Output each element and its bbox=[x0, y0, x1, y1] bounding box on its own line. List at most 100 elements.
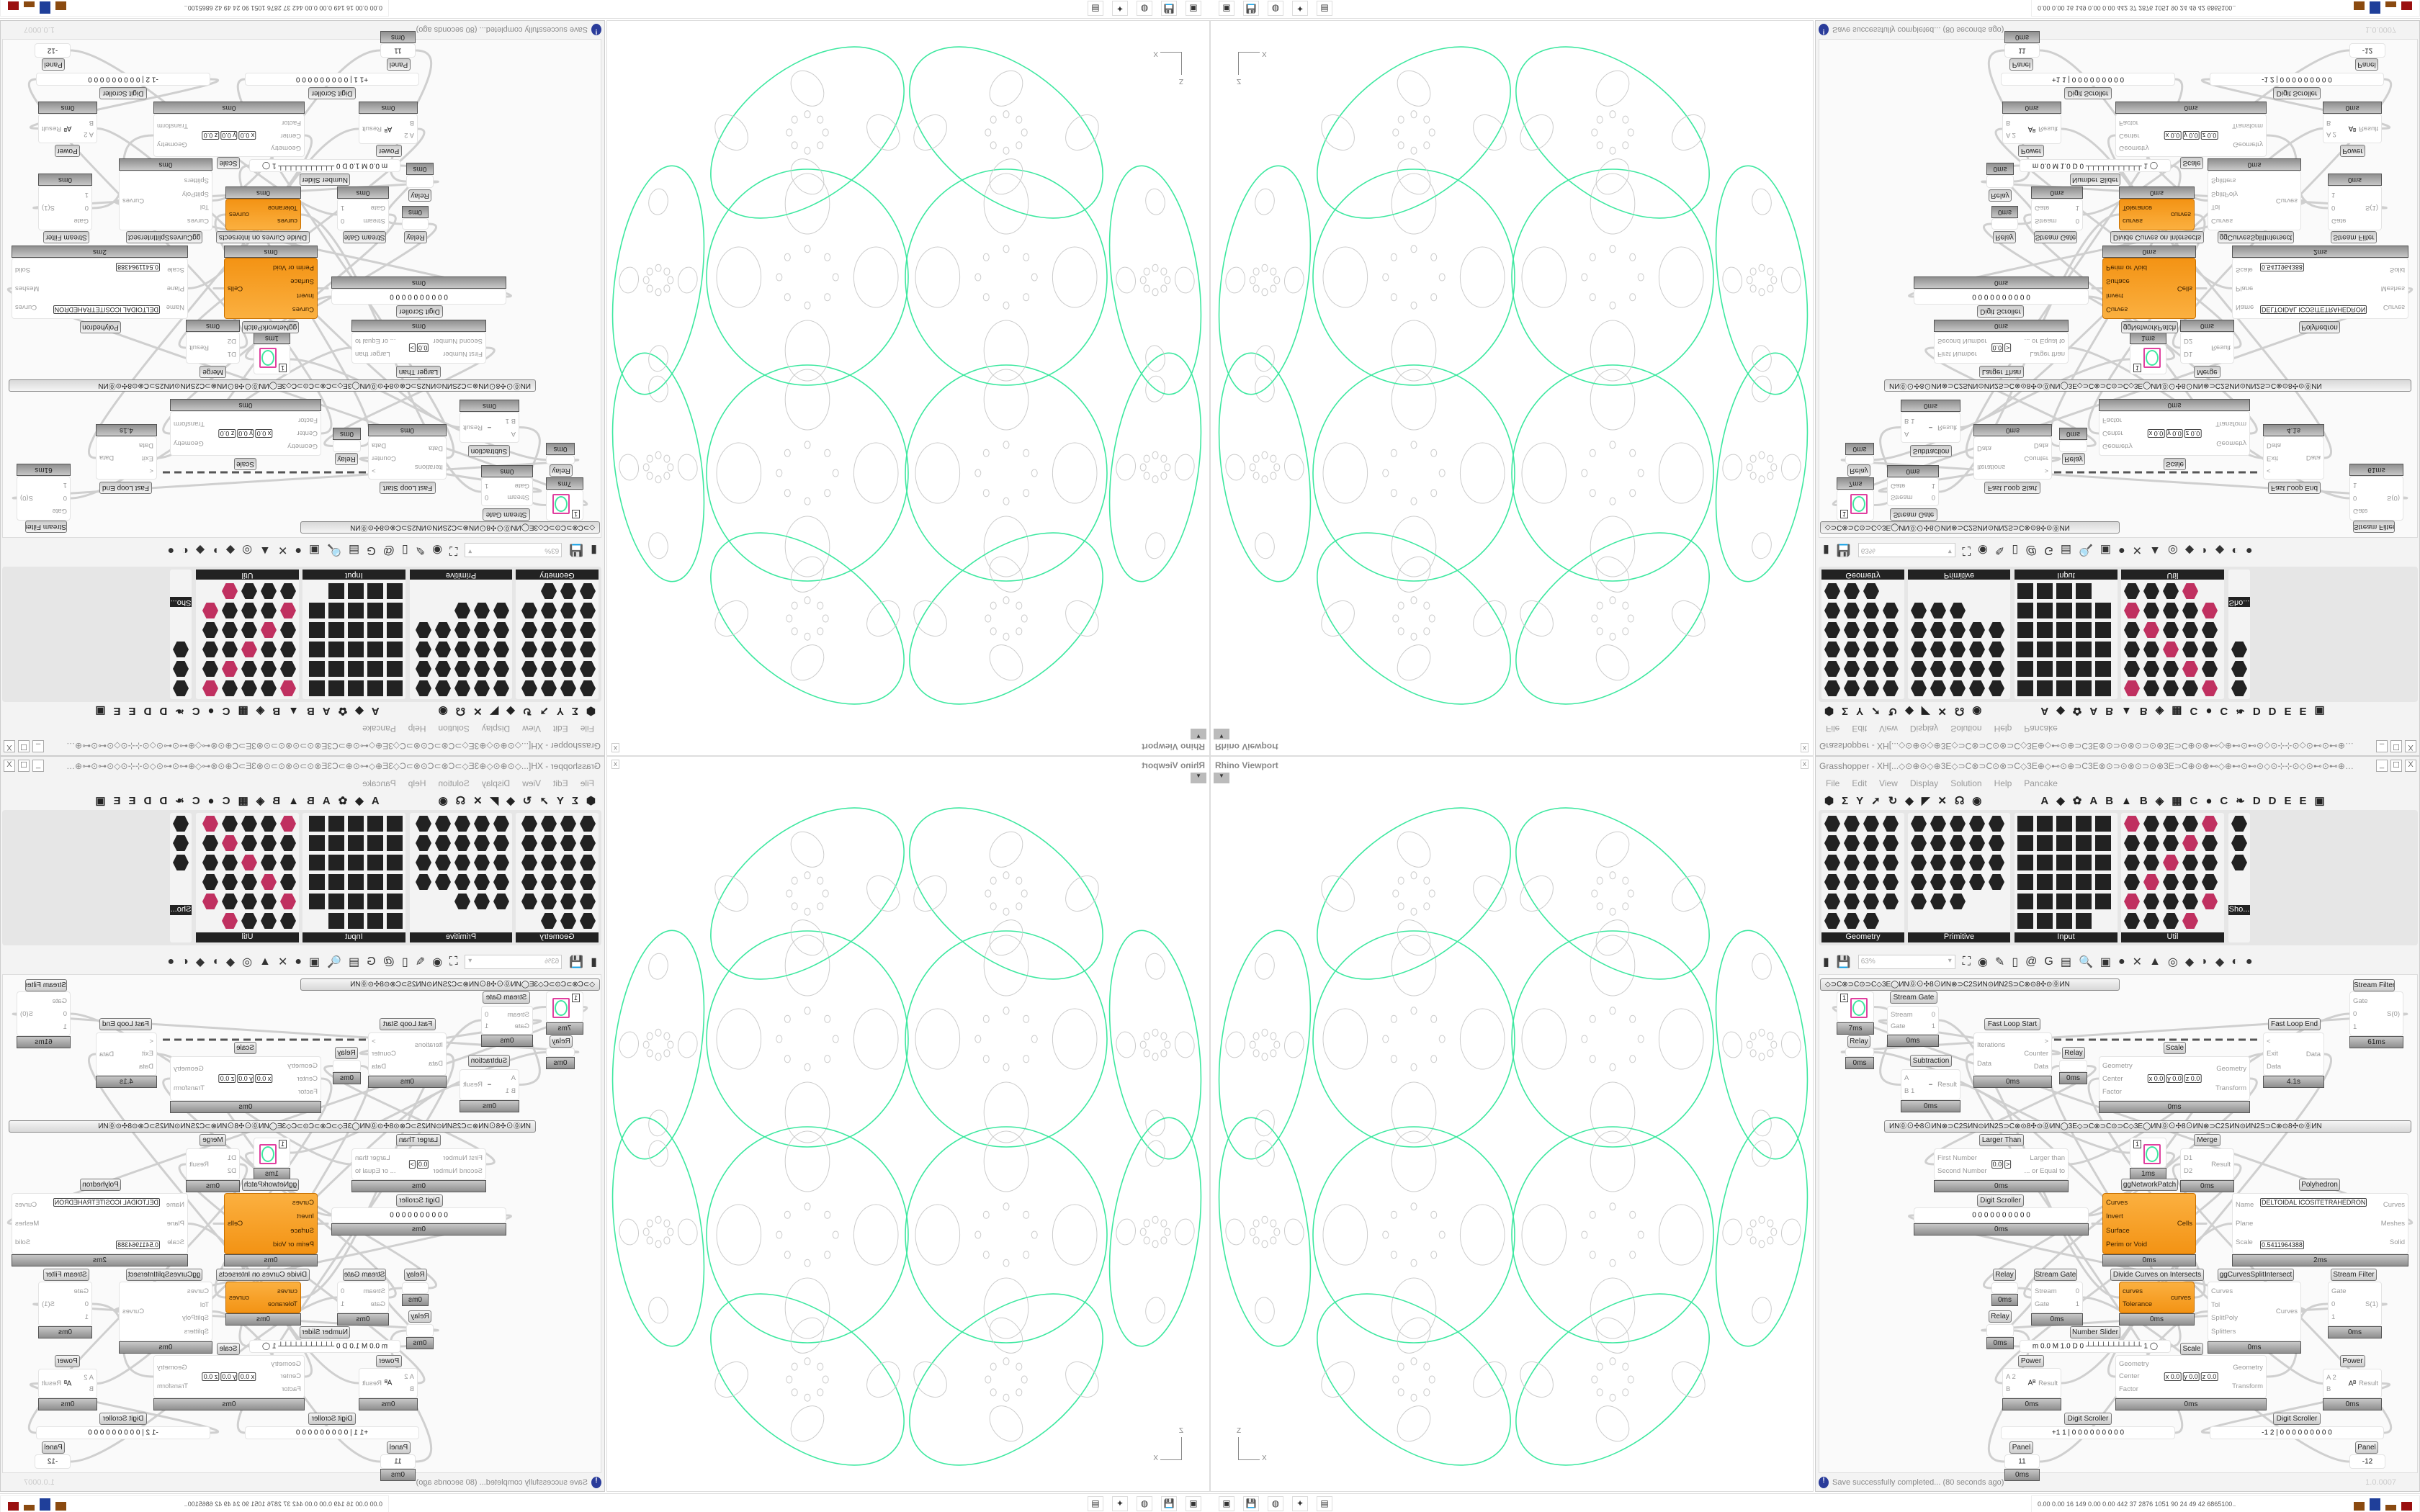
chain-icon[interactable]: @ bbox=[2025, 544, 2038, 557]
larger-than-component[interactable]: First Number Second Number Larger than... … bbox=[1934, 1148, 2069, 1180]
wire[interactable] bbox=[29, 78, 220, 130]
input-param[interactable]: Stream bbox=[507, 1010, 529, 1019]
param-field[interactable]: 0.5411964388 bbox=[116, 1241, 160, 1249]
component-icon[interactable] bbox=[454, 855, 470, 870]
stream-filter-label[interactable]: Stream Filter bbox=[43, 1269, 89, 1281]
category-tab-icon[interactable]: ▲ bbox=[2121, 794, 2132, 807]
param-field[interactable]: y 0.0 bbox=[237, 1074, 254, 1083]
component-icon[interactable] bbox=[1989, 642, 2004, 657]
stream-filter-component[interactable]: Gate 0 1 S(1) bbox=[2328, 186, 2382, 230]
sphere-half-icon[interactable]: ◐ bbox=[182, 544, 189, 557]
param-field[interactable]: y 0.0 bbox=[2166, 429, 2183, 438]
component-icon[interactable] bbox=[560, 661, 576, 677]
input-param[interactable]: B bbox=[2326, 1385, 2331, 1394]
component-icon[interactable] bbox=[387, 661, 403, 677]
power-label[interactable]: Power bbox=[2340, 1355, 2365, 1367]
component-icon[interactable] bbox=[541, 583, 557, 599]
param-field[interactable]: x 0.0 bbox=[2164, 131, 2182, 140]
power-component[interactable]: A 2 B Result Aᴮ bbox=[2323, 114, 2382, 143]
close-button[interactable]: X bbox=[4, 760, 15, 772]
input-param[interactable]: Geometry bbox=[271, 143, 301, 152]
component-icon[interactable] bbox=[2143, 874, 2159, 890]
component-icon[interactable] bbox=[474, 661, 490, 677]
component-icon[interactable] bbox=[1863, 680, 1879, 696]
component-icon[interactable] bbox=[2143, 894, 2159, 909]
component-icon[interactable] bbox=[348, 583, 364, 599]
wire[interactable] bbox=[1878, 1019, 2061, 1056]
component-icon[interactable] bbox=[2095, 661, 2111, 677]
input-param[interactable]: B 1 bbox=[505, 1086, 516, 1095]
output-param[interactable]: Transform bbox=[174, 1084, 205, 1092]
panel-title[interactable]: Geometry bbox=[1821, 570, 1904, 580]
output-param[interactable]: Larger than bbox=[2030, 1153, 2065, 1162]
input-param[interactable]: Invert bbox=[297, 1212, 314, 1221]
input-param[interactable]: Center bbox=[297, 429, 318, 438]
component-icon[interactable] bbox=[309, 816, 325, 832]
tab-icon[interactable]: ⬢ bbox=[586, 795, 596, 807]
component-icon[interactable] bbox=[1950, 874, 1966, 890]
component-icon[interactable] bbox=[1930, 835, 1946, 851]
component-icon[interactable] bbox=[241, 835, 257, 851]
input-param[interactable]: 1 bbox=[63, 1022, 67, 1031]
taskbar-app-icon[interactable]: ▤ bbox=[1317, 1, 1332, 16]
swatch-component[interactable]: 1 bbox=[2130, 344, 2166, 374]
component-icon[interactable] bbox=[387, 583, 403, 599]
component-icon[interactable] bbox=[1930, 816, 1946, 832]
component-icon[interactable] bbox=[1844, 642, 1860, 657]
component-icon[interactable] bbox=[416, 680, 431, 696]
gha-icon[interactable]: G bbox=[2044, 955, 2053, 968]
output-param[interactable]: Cells bbox=[228, 1220, 243, 1228]
component-icon[interactable] bbox=[241, 680, 257, 696]
menu-edit[interactable]: Edit bbox=[552, 724, 568, 734]
component-icon[interactable] bbox=[328, 835, 344, 851]
zoom-level-dropdown[interactable]: 63% bbox=[465, 955, 563, 969]
menu-file[interactable]: File bbox=[1826, 778, 1840, 788]
wire[interactable] bbox=[359, 456, 542, 493]
component-icon[interactable] bbox=[2182, 661, 2198, 677]
component-icon[interactable] bbox=[541, 603, 557, 618]
maximize-button[interactable]: ☐ bbox=[18, 740, 30, 752]
output-param[interactable]: Result bbox=[463, 423, 483, 431]
input-param[interactable]: Plane bbox=[166, 1219, 184, 1228]
component-icon[interactable] bbox=[309, 835, 325, 851]
component-icon[interactable] bbox=[222, 894, 238, 909]
maximize-button[interactable]: ☐ bbox=[2390, 760, 2402, 772]
component-icon[interactable] bbox=[1844, 874, 1860, 890]
component-icon[interactable] bbox=[416, 622, 431, 638]
menu-view[interactable]: View bbox=[522, 778, 541, 788]
output-param[interactable]: ... or Equal to bbox=[355, 337, 396, 346]
panel-component[interactable]: 11 bbox=[2004, 43, 2040, 58]
category-tab-icon[interactable]: C bbox=[192, 705, 200, 718]
category-tab-icon[interactable]: A bbox=[322, 794, 331, 807]
output-param[interactable]: 0 bbox=[341, 217, 345, 225]
component-icon[interactable] bbox=[1911, 680, 1927, 696]
input-param[interactable]: Center bbox=[2102, 429, 2123, 438]
input-param[interactable]: Exit bbox=[2267, 454, 2278, 462]
wire[interactable] bbox=[1966, 78, 2183, 459]
scale-label[interactable]: Scale bbox=[217, 1343, 240, 1355]
menu-solution[interactable]: Solution bbox=[1950, 778, 1982, 788]
component-icon[interactable] bbox=[474, 835, 490, 851]
input-param[interactable]: Stream bbox=[1891, 493, 1913, 502]
component-icon[interactable] bbox=[560, 680, 576, 696]
component-icon[interactable] bbox=[348, 622, 364, 638]
component-icon[interactable] bbox=[202, 603, 218, 618]
sketch-brush-icon[interactable]: ✎ bbox=[1994, 544, 2005, 556]
panel-label[interactable]: Panel bbox=[387, 1441, 411, 1454]
component-icon[interactable] bbox=[541, 816, 557, 832]
component-icon[interactable] bbox=[1911, 855, 1927, 870]
component-icon[interactable] bbox=[2202, 894, 2218, 909]
category-tab-icon[interactable]: C bbox=[222, 794, 230, 807]
component-icon[interactable] bbox=[541, 661, 557, 677]
component-icon[interactable] bbox=[1844, 603, 1860, 618]
stream-gate-component[interactable]: Stream Gate 0 1 bbox=[1887, 477, 1939, 506]
taskbar-app-icon[interactable]: ✦ bbox=[1292, 1496, 1308, 1511]
component-icon[interactable] bbox=[2056, 835, 2072, 851]
tab-icon[interactable]: ☊ bbox=[1954, 795, 1965, 807]
bell-icon[interactable]: ▲ bbox=[259, 955, 271, 968]
component-icon[interactable] bbox=[2202, 835, 2218, 851]
menu-help[interactable]: Help bbox=[1994, 778, 2012, 788]
component-icon[interactable] bbox=[1863, 874, 1879, 890]
category-tab-icon[interactable]: D bbox=[159, 794, 168, 807]
divide-curves-on-intersects-label[interactable]: Divide Curves on Intersects bbox=[216, 231, 310, 243]
